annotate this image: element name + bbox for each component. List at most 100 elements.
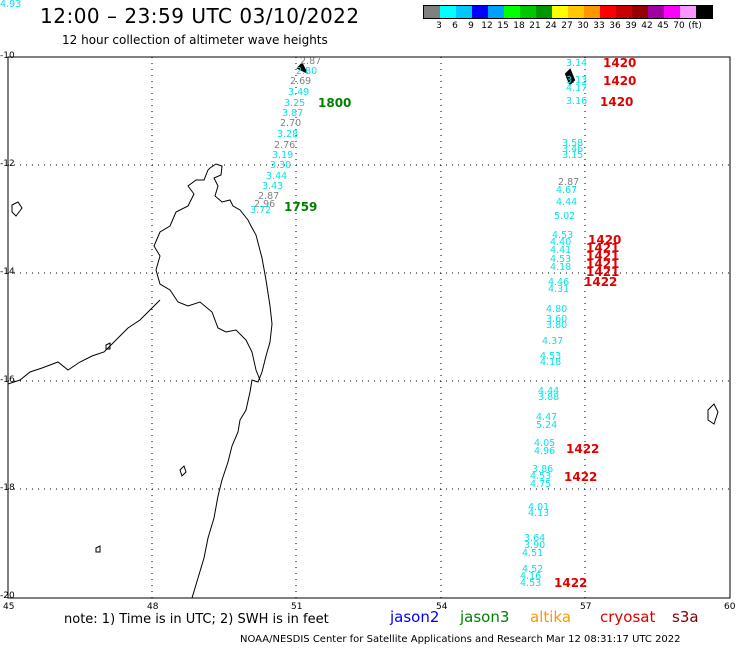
legend-swatch (488, 6, 504, 18)
pass-time-label: 1759 (284, 200, 318, 214)
legend-label: 18 (513, 21, 525, 31)
satellite-name: jason3 (460, 608, 510, 626)
latitude-label: -20 (0, 591, 15, 601)
wave-height-label: 3.46 (562, 144, 584, 155)
legend-label: 30 (577, 21, 589, 31)
wave-height-label: 4.31 (548, 284, 570, 295)
wave-height-label: 4.44 (538, 386, 560, 397)
map-frame (7, 56, 731, 599)
wave-height-label: 3.88 (538, 392, 560, 403)
pass-time-label: 1421 (586, 265, 620, 279)
pass-time-label: 1420 (588, 233, 622, 247)
legend-swatch (632, 6, 648, 18)
small-black-mark-2 (296, 62, 309, 75)
pass-time-label: 1422 (584, 275, 618, 289)
legend-label: 39 (625, 21, 637, 31)
wave-height-label: 4.96 (534, 446, 556, 457)
wave-height-label: 3.60 (546, 314, 568, 325)
wave-height-label: 4.17 (566, 83, 588, 94)
wave-height-label: 4.18 (540, 357, 562, 368)
wave-height-label: 4.67 (556, 185, 578, 196)
wave-height-label: 2.87 (258, 191, 280, 202)
wave-height-label: 4.53 (552, 230, 574, 241)
legend-swatch (440, 6, 456, 18)
legend-label: 24 (545, 21, 557, 31)
legend-swatch (584, 6, 600, 18)
legend-label: 9 (468, 21, 474, 31)
pass-time-label: 1422 (554, 576, 588, 590)
wave-height-label: 3.25 (284, 98, 306, 109)
wave-height-label: 3.19 (272, 150, 294, 161)
island-sw (95, 545, 101, 553)
wave-height-label: 4.13 (528, 508, 550, 519)
wave-height-label: 4.51 (522, 548, 544, 559)
pass-time-label: 1421 (586, 257, 620, 271)
wave-height-label: 3.44 (266, 171, 288, 182)
wave-height-label: 2.76 (274, 140, 296, 151)
latitude-label: -16 (0, 375, 15, 385)
longitude-label: 45 (3, 602, 15, 612)
wave-height-label: 2.87 (300, 56, 322, 67)
wave-height-label: 4.53 (550, 254, 572, 265)
legend-swatch (664, 6, 680, 18)
wave-height-label: 4.75 (530, 479, 552, 490)
wave-height-label: 4.46 (548, 277, 570, 288)
wave-height-label: 5.02 (554, 211, 576, 222)
satellite-name: jason2 (390, 608, 440, 626)
pass-time-label: 1422 (566, 442, 600, 456)
legend-swatch (424, 6, 440, 18)
wave-height-label: 3.87 (282, 108, 304, 119)
longitude-label: 48 (147, 602, 159, 612)
latitude-label: -12 (0, 159, 15, 169)
madagascar-coastline (191, 163, 273, 599)
legend-swatch (696, 6, 712, 18)
latitude-label: -18 (0, 483, 15, 493)
page-subtitle: 12 hour collection of altimeter wave hei… (62, 33, 328, 47)
wave-height-label: 4.41 (550, 245, 572, 256)
wave-height-label: 4.53 (520, 578, 542, 589)
island-east (707, 403, 719, 425)
legend-label: 21 (529, 21, 541, 31)
pass-time-label: 1420 (600, 95, 634, 109)
wave-height-label: 2.70 (280, 118, 302, 129)
footer-note: note: 1) Time is in UTC; 2) SWH is in fe… (64, 612, 329, 627)
legend-label: 70 (673, 21, 685, 31)
legend-color-bar (423, 5, 713, 19)
wave-height-label: 3.28 (277, 129, 299, 140)
legend-swatch (536, 6, 552, 18)
longitude-label: 51 (291, 602, 303, 612)
pass-time-label: 1800 (318, 96, 352, 110)
wave-height-label: 4.40 (550, 237, 572, 248)
island-north (11, 201, 23, 217)
legend-label: 36 (609, 21, 621, 31)
legend-label: 3 (436, 21, 442, 31)
wave-height-label: 4.52 (522, 564, 544, 575)
africa-coast (7, 299, 161, 385)
wave-height-label: 3.30 (270, 160, 292, 171)
legend-swatch (680, 6, 696, 18)
pass-time-label: 1420 (603, 74, 637, 88)
color-legend: 3 6 9 12 15 18 21 24 27 30 33 36 39 42 45 70 (ft) (423, 5, 713, 31)
legend-label: 45 (657, 21, 669, 31)
wave-height-label: 3.14 (566, 58, 588, 69)
wave-height-label: 3.64 (524, 533, 546, 544)
wave-height-label: 4.16 (520, 571, 542, 582)
wave-height-label: 2.96 (254, 199, 276, 210)
wave-height-label: 3.90 (524, 540, 546, 551)
pass-time-label: 1421 (586, 249, 620, 263)
wave-height-label: 3.49 (288, 87, 310, 98)
legend-label: 6 (452, 21, 458, 31)
legend-swatch (568, 6, 584, 18)
legend-swatch (648, 6, 664, 18)
wave-height-label: 4.05 (534, 438, 556, 449)
legend-swatch (520, 6, 536, 18)
wave-height-label: 3.58 (562, 138, 584, 149)
pass-time-label: 1421 (586, 241, 620, 255)
longitude-label: 57 (580, 602, 592, 612)
wave-height-label: 3.15 (562, 150, 584, 161)
wave-height-label: 4.53 (540, 351, 562, 362)
legend-swatch (552, 6, 568, 18)
island-w (105, 342, 111, 350)
wave-height-label: 3.86 (532, 464, 554, 475)
